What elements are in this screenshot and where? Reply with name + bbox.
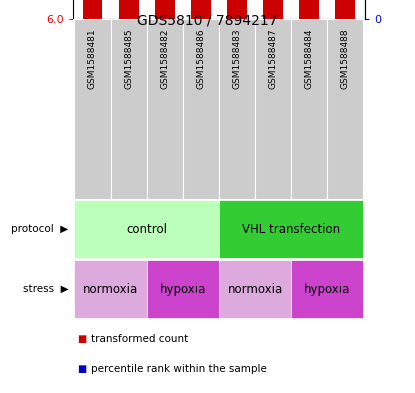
Bar <box>146 19 183 199</box>
Bar <box>219 260 291 318</box>
Bar <box>119 0 139 19</box>
Bar <box>335 0 355 19</box>
Bar <box>291 260 364 318</box>
Text: control: control <box>126 222 167 235</box>
Bar <box>155 0 175 19</box>
Bar <box>83 0 103 19</box>
Bar <box>146 260 219 318</box>
Text: GSM1588486: GSM1588486 <box>196 28 205 89</box>
Bar <box>227 0 247 19</box>
Bar <box>74 19 110 199</box>
Bar <box>219 200 364 258</box>
Bar <box>291 19 327 199</box>
Bar <box>263 0 283 19</box>
Bar <box>299 0 319 19</box>
Text: GSM1588487: GSM1588487 <box>269 28 278 89</box>
Text: hypoxia: hypoxia <box>160 283 206 296</box>
Bar <box>74 260 146 318</box>
Text: GSM1588481: GSM1588481 <box>88 28 97 89</box>
Text: GDS5810 / 7894217: GDS5810 / 7894217 <box>137 13 278 28</box>
Text: normoxia: normoxia <box>83 283 138 296</box>
Bar <box>255 19 291 199</box>
Text: GSM1588484: GSM1588484 <box>305 28 314 88</box>
Text: normoxia: normoxia <box>227 283 283 296</box>
Bar <box>74 200 219 258</box>
Text: ■: ■ <box>77 334 86 343</box>
Bar <box>191 0 211 19</box>
Text: protocol  ▶: protocol ▶ <box>11 224 68 234</box>
Bar <box>219 19 255 199</box>
Bar <box>183 19 219 199</box>
Text: GSM1588488: GSM1588488 <box>341 28 350 89</box>
Text: GSM1588483: GSM1588483 <box>232 28 242 89</box>
Text: GSM1588482: GSM1588482 <box>160 28 169 88</box>
Text: stress  ▶: stress ▶ <box>23 284 68 294</box>
Text: VHL transfection: VHL transfection <box>242 222 340 235</box>
Text: percentile rank within the sample: percentile rank within the sample <box>91 364 267 375</box>
Bar <box>327 19 364 199</box>
Text: GSM1588485: GSM1588485 <box>124 28 133 89</box>
Bar <box>110 19 146 199</box>
Text: ■: ■ <box>77 364 86 375</box>
Text: hypoxia: hypoxia <box>304 283 350 296</box>
Text: transformed count: transformed count <box>91 334 188 343</box>
